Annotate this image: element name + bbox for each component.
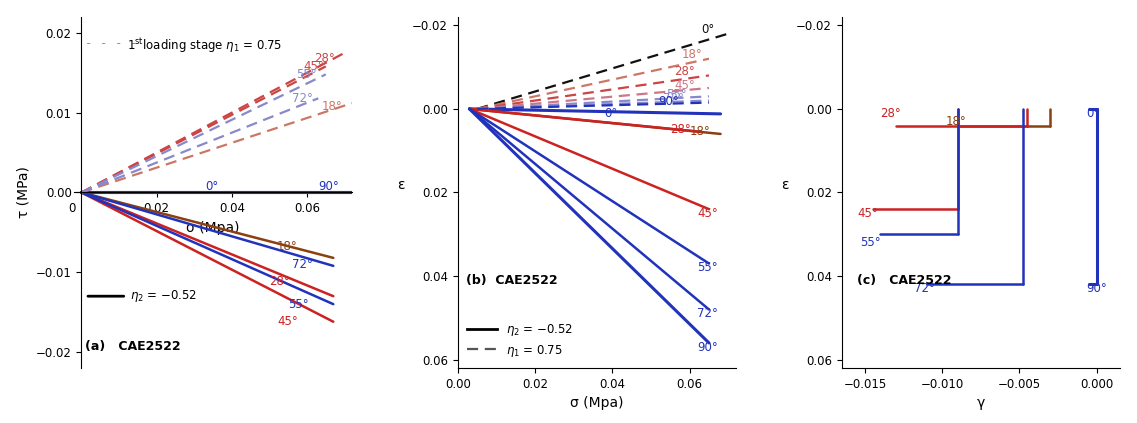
Text: 55°: 55° (666, 88, 687, 101)
Text: 0°: 0° (1086, 107, 1099, 120)
Text: 90°: 90° (1086, 282, 1106, 295)
Text: 55°: 55° (861, 236, 881, 249)
Text: 72°: 72° (663, 92, 683, 105)
Text: 45°: 45° (674, 80, 695, 92)
Text: 28°: 28° (674, 65, 695, 78)
Text: 72°: 72° (697, 307, 719, 320)
X-axis label: γ: γ (977, 396, 985, 410)
Text: 55°: 55° (697, 261, 717, 274)
Text: 18°: 18° (322, 100, 342, 113)
Text: - - - -: - - - - (85, 37, 138, 50)
Text: 55°: 55° (288, 298, 309, 310)
Text: 18°: 18° (682, 48, 703, 61)
Text: 28°: 28° (315, 52, 335, 65)
Text: (c)   CAE2522: (c) CAE2522 (857, 275, 952, 287)
X-axis label: σ (Mpa): σ (Mpa) (570, 396, 624, 410)
Text: 72°: 72° (292, 92, 313, 105)
Text: 90°: 90° (697, 341, 719, 354)
Text: 45°: 45° (857, 207, 878, 220)
Text: 28°: 28° (880, 107, 902, 120)
Text: 1$^{\rm st}$loading stage $\eta_1$ = 0.75: 1$^{\rm st}$loading stage $\eta_1$ = 0.7… (126, 37, 282, 55)
Text: 45°: 45° (277, 315, 298, 328)
Legend: $\eta_2$ = $-$0.52, $\eta_1$ = 0.75: $\eta_2$ = $-$0.52, $\eta_1$ = 0.75 (464, 318, 576, 362)
Y-axis label: ε: ε (397, 179, 405, 192)
Text: 72°: 72° (914, 282, 936, 295)
Text: 18°: 18° (277, 240, 298, 253)
Text: 45°: 45° (304, 60, 324, 73)
Text: 0°: 0° (605, 107, 617, 121)
Y-axis label: τ (MPa): τ (MPa) (16, 167, 31, 218)
Text: (a)   CAE2522: (a) CAE2522 (85, 340, 181, 353)
Text: 28°: 28° (269, 275, 290, 288)
Text: 72°: 72° (292, 258, 313, 271)
Text: 45°: 45° (697, 207, 719, 220)
Text: 0: 0 (68, 202, 76, 215)
Text: 18°: 18° (690, 125, 711, 138)
Text: 28°: 28° (671, 123, 691, 136)
Text: 18°: 18° (945, 115, 966, 128)
Text: 90°: 90° (318, 180, 339, 192)
Y-axis label: ε: ε (781, 179, 789, 192)
Text: 0°: 0° (702, 23, 714, 36)
Text: 0°: 0° (206, 180, 218, 192)
Text: 55°: 55° (296, 68, 316, 81)
Text: (b)  CAE2522: (b) CAE2522 (465, 275, 557, 287)
Text: $\eta_2$ = $-$0.52: $\eta_2$ = $-$0.52 (131, 288, 198, 304)
X-axis label: σ (Mpa): σ (Mpa) (186, 221, 240, 235)
Text: 90°: 90° (658, 95, 680, 108)
